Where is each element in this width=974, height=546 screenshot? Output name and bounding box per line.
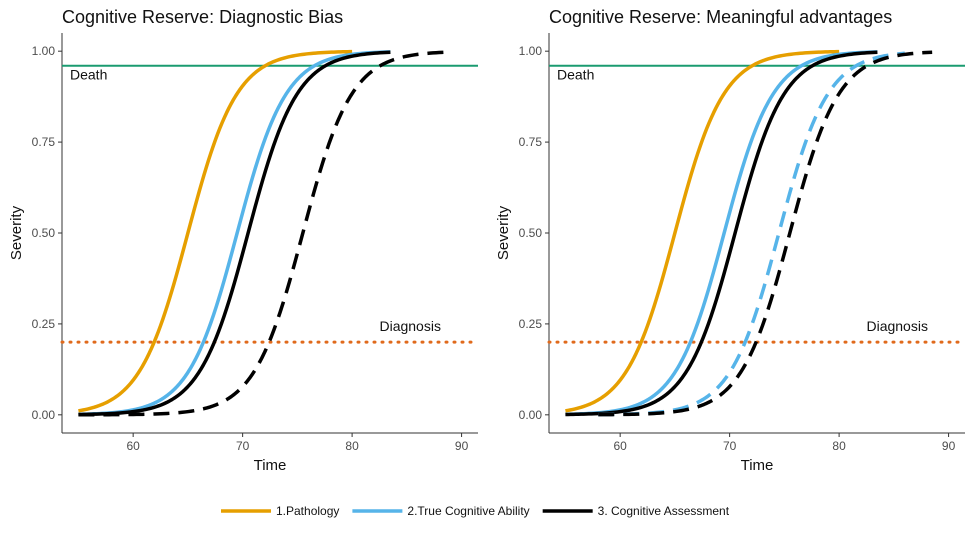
x-tick-label: 70 bbox=[723, 439, 737, 453]
legend-label: 3. Cognitive Assessment bbox=[598, 504, 730, 518]
plot-area: 0.00 0.25 0.50 0.75 1.00 60 70 80 90 Death Diagnos… bbox=[519, 33, 967, 453]
y-tick-label: 0.50 bbox=[519, 226, 543, 240]
x-axis-title: Time bbox=[741, 457, 774, 474]
series-line-2 bbox=[78, 50, 391, 417]
plot-area: 0.00 0.25 0.50 0.75 1.00 60 70 80 90 Death Diagnos… bbox=[32, 33, 480, 453]
x-tick-label: 60 bbox=[126, 439, 140, 453]
y-tick-label: 0.75 bbox=[519, 135, 543, 149]
series-line-0 bbox=[78, 49, 353, 413]
y-axis-title: Severity bbox=[495, 205, 512, 260]
legend-label: 2.True Cognitive Ability bbox=[407, 504, 529, 518]
y-tick-label: 0.00 bbox=[519, 408, 543, 422]
y-tick-label: 0.50 bbox=[32, 226, 56, 240]
series-line-4 bbox=[598, 50, 933, 417]
x-tick-label: 70 bbox=[236, 439, 250, 453]
x-tick-label: 90 bbox=[455, 439, 469, 453]
panel-left: Cognitive Reserve: Diagnostic Bias Time … bbox=[8, 7, 480, 474]
y-tick-label: 1.00 bbox=[519, 44, 543, 58]
death-label: Death bbox=[557, 67, 594, 83]
x-tick-label: 60 bbox=[613, 439, 627, 453]
panel-right: Cognitive Reserve: Meaningful advantages… bbox=[495, 7, 967, 474]
death-label: Death bbox=[70, 67, 107, 83]
diagnosis-label: Diagnosis bbox=[379, 318, 440, 334]
x-tick-label: 80 bbox=[832, 439, 846, 453]
panel-title: Cognitive Reserve: Meaningful advantages bbox=[549, 7, 892, 27]
diagnosis-label: Diagnosis bbox=[866, 318, 927, 334]
y-axis-title: Severity bbox=[8, 205, 25, 260]
x-axis-title: Time bbox=[254, 457, 287, 474]
legend-label: 1.Pathology bbox=[276, 504, 339, 518]
y-tick-label: 0.25 bbox=[32, 317, 56, 331]
series-line-2 bbox=[565, 50, 878, 417]
y-tick-label: 0.00 bbox=[32, 408, 56, 422]
y-tick-label: 1.00 bbox=[32, 44, 56, 58]
legend: 1.Pathology 2.True Cognitive Ability 3. Co… bbox=[221, 504, 730, 518]
series-line-0 bbox=[565, 49, 840, 413]
x-tick-label: 90 bbox=[942, 439, 956, 453]
panel-title: Cognitive Reserve: Diagnostic Bias bbox=[62, 7, 343, 27]
y-tick-label: 0.75 bbox=[32, 135, 56, 149]
series-line-3 bbox=[78, 50, 446, 417]
y-tick-label: 0.25 bbox=[519, 317, 543, 331]
x-tick-label: 80 bbox=[345, 439, 359, 453]
